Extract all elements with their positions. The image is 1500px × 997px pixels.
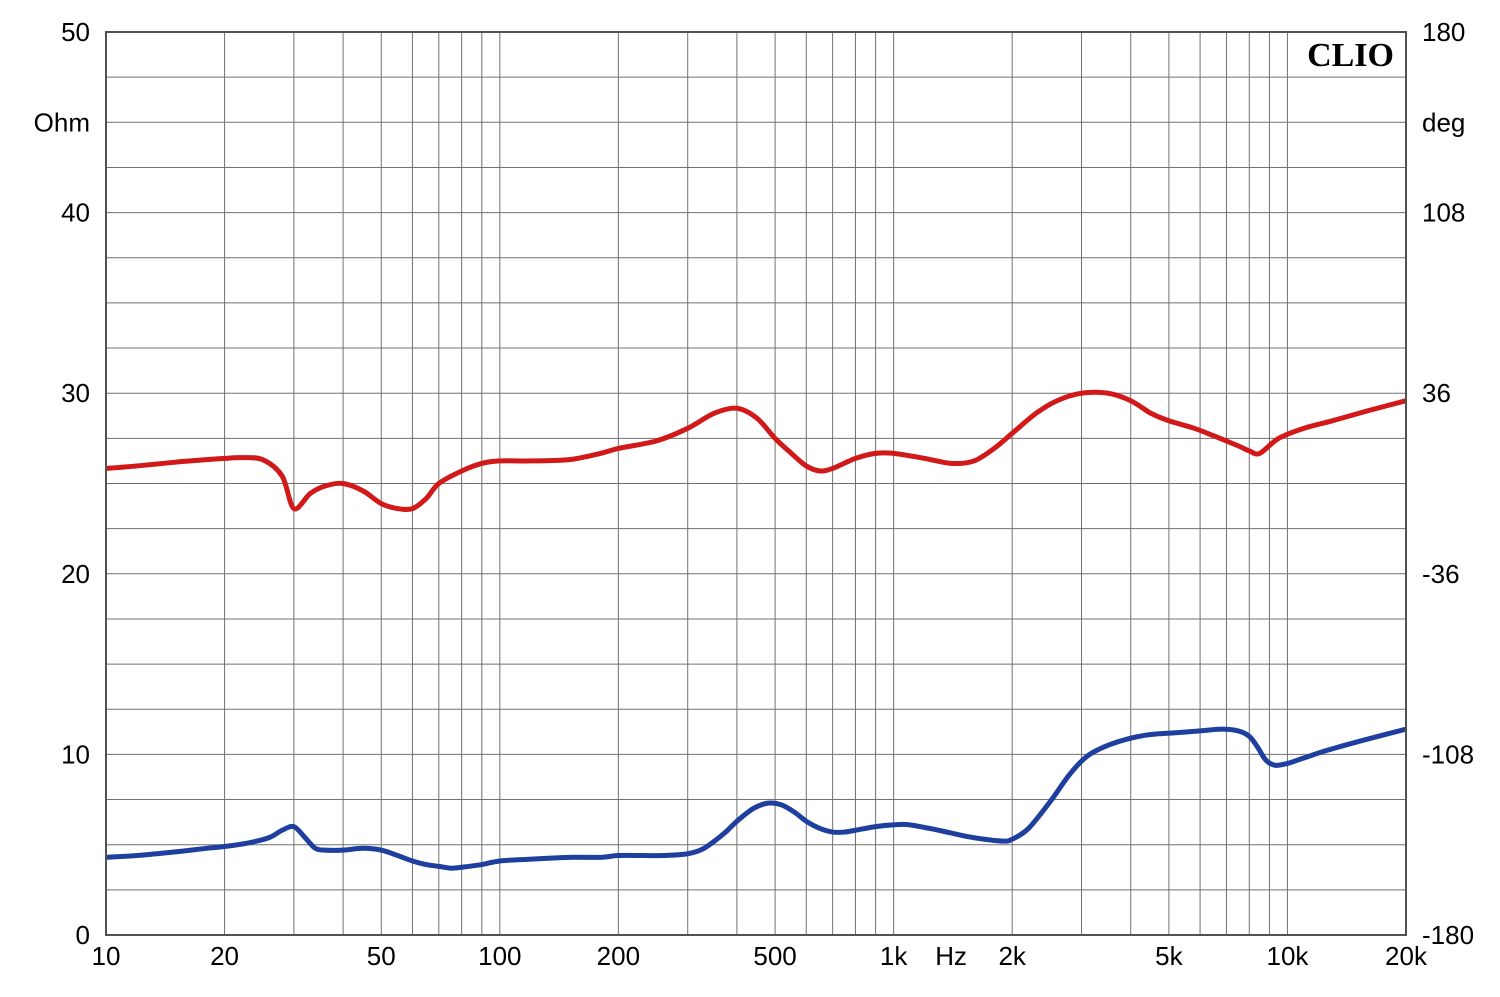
y-left-tick-label: 10	[61, 739, 90, 769]
y-right-tick-label: 180	[1422, 17, 1465, 47]
y-left-tick-label: 0	[76, 920, 90, 950]
y-right-unit-label: deg	[1422, 107, 1465, 137]
y-left-tick-label: 30	[61, 378, 90, 408]
grid	[106, 32, 1406, 935]
watermark: CLIO	[1307, 37, 1394, 74]
x-tick-label: 500	[753, 941, 796, 971]
x-unit-label: Hz	[935, 941, 967, 971]
x-tick-label: 5k	[1155, 941, 1183, 971]
x-tick-label: 200	[597, 941, 640, 971]
y-right-tick-label: -36	[1422, 559, 1460, 589]
impedance-phase-chart: 1020501002005002k5k20k1k10kHz01020304050…	[0, 0, 1500, 997]
chart-svg: 1020501002005002k5k20k1k10kHz01020304050…	[0, 0, 1500, 997]
y-right-tick-label: -180	[1422, 920, 1474, 950]
y-left-tick-label: 40	[61, 198, 90, 228]
x-tick-label: 10	[92, 941, 121, 971]
y-right-tick-label: 108	[1422, 198, 1465, 228]
y-left-tick-label: 50	[61, 17, 90, 47]
x-tick-label: 2k	[998, 941, 1026, 971]
y-right-tick-label: -108	[1422, 739, 1474, 769]
x-tick-label: 100	[478, 941, 521, 971]
x-tick-label: 50	[367, 941, 396, 971]
y-left-tick-label: 20	[61, 559, 90, 589]
x-tick-label: 10k	[1266, 941, 1309, 971]
y-left-unit-label: Ohm	[34, 107, 90, 137]
x-tick-label: 20	[210, 941, 239, 971]
y-right-tick-label: 36	[1422, 378, 1451, 408]
x-tick-label: 1k	[880, 941, 908, 971]
